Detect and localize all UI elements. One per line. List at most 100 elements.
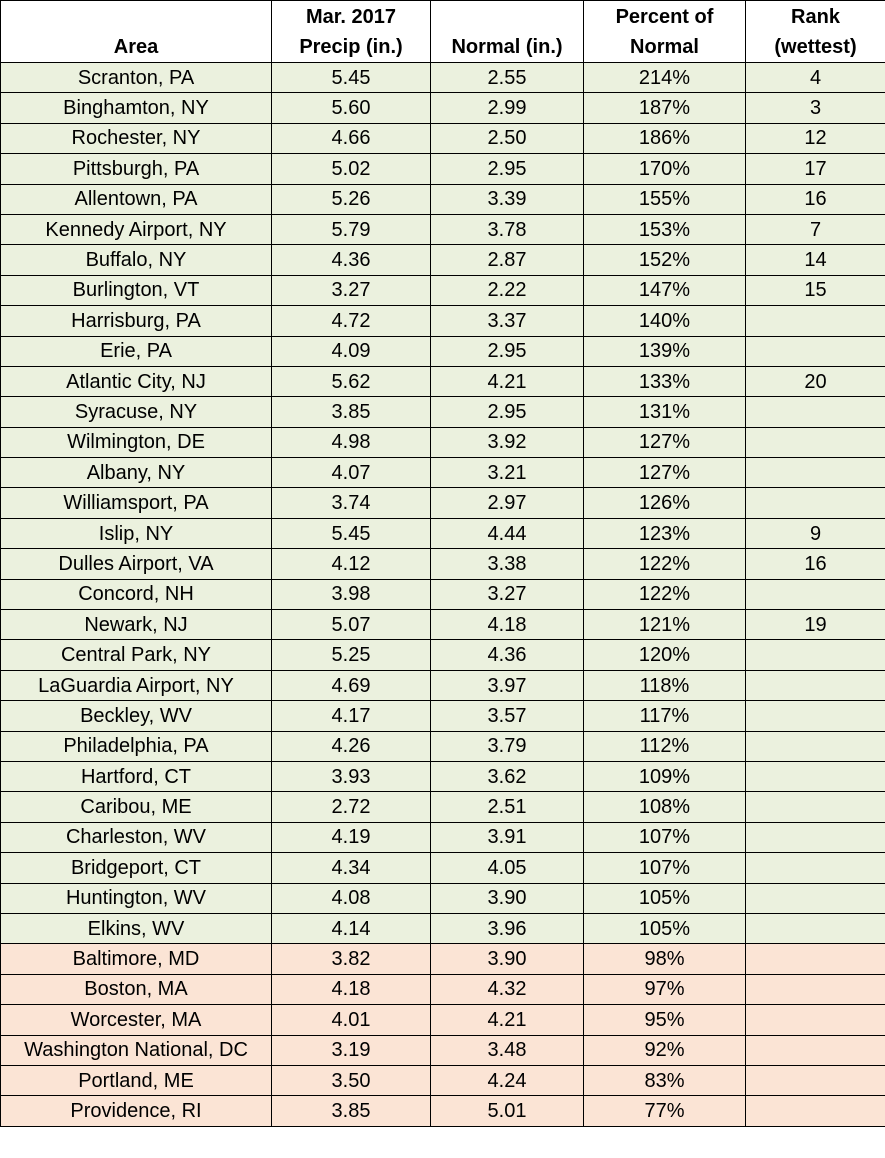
table-row: Albany, NY 4.07 3.21 127% [0, 457, 885, 489]
table-cell: 109% [583, 760, 746, 793]
table-cell [745, 1095, 885, 1127]
table-cell: 3.37 [430, 305, 584, 337]
table-cell: 152% [583, 244, 746, 276]
table-cell: 95% [583, 1004, 746, 1036]
table-row: Concord, NH 3.98 3.27 122% [0, 578, 885, 611]
table-cell: 2.51 [430, 791, 584, 823]
table-row: Wilmington, DE 4.98 3.92 127% [0, 426, 885, 459]
table-cell: 5.01 [430, 1095, 584, 1127]
column-header: Area [0, 0, 272, 63]
precip-table: Area Mar. 2017 Precip (in.) Normal (in.) Per… [0, 0, 885, 1127]
table-cell: Wilmington, DE [0, 426, 272, 459]
header-line: Precip (in.) [299, 36, 403, 58]
table-cell: 4.32 [430, 973, 584, 1006]
table-cell: 117% [583, 700, 746, 732]
table-cell: 3.27 [271, 274, 431, 307]
table-row: Worcester, MA 4.01 4.21 95% [0, 1004, 885, 1036]
table-cell: 139% [583, 335, 746, 367]
table-cell: Boston, MA [0, 973, 272, 1006]
table-cell: 3.92 [430, 426, 584, 459]
header-row: Area Mar. 2017 Precip (in.) Normal (in.) Per… [0, 0, 885, 63]
table-row: Kennedy Airport, NY 5.79 3.78 153% 7 [0, 213, 885, 246]
table-cell: 77% [583, 1095, 746, 1127]
table-cell: 107% [583, 852, 746, 884]
table-row: Williamsport, PA 3.74 2.97 126% [0, 487, 885, 519]
table-cell: 4.21 [430, 1004, 584, 1036]
table-cell: 3.38 [430, 548, 584, 580]
table-cell [745, 973, 885, 1006]
table-cell: 3.21 [430, 457, 584, 489]
table-cell: Allentown, PA [0, 183, 272, 215]
table-cell: Scranton, PA [0, 61, 272, 94]
table-cell: 107% [583, 821, 746, 854]
table-cell: 4.19 [271, 821, 431, 854]
table-row: Central Park, NY 5.25 4.36 120% [0, 639, 885, 671]
table-cell: 97% [583, 973, 746, 1006]
table-cell: 120% [583, 639, 746, 671]
table-row: Elkins, WV 4.14 3.96 105% [0, 912, 885, 945]
table-cell: 2.72 [271, 791, 431, 823]
table-cell: 170% [583, 153, 746, 185]
table-cell: 4.01 [271, 1004, 431, 1036]
table-cell: Pittsburgh, PA [0, 153, 272, 185]
table-cell: 3.79 [430, 730, 584, 762]
table-cell: 186% [583, 122, 746, 155]
table-row: Islip, NY 5.45 4.44 123% 9 [0, 517, 885, 550]
table-row: Burlington, VT 3.27 2.22 147% 15 [0, 274, 885, 307]
table-cell: 9 [745, 517, 885, 550]
table-cell [745, 457, 885, 489]
table-cell: 2.22 [430, 274, 584, 307]
table-cell: 2.95 [430, 335, 584, 367]
table-cell: Burlington, VT [0, 274, 272, 307]
column-header: Rank (wettest) [745, 0, 885, 63]
table-cell: Hartford, CT [0, 760, 272, 793]
table-cell: 4.18 [430, 609, 584, 641]
table-cell: Kennedy Airport, NY [0, 213, 272, 246]
table-cell: 155% [583, 183, 746, 215]
table-cell: 105% [583, 882, 746, 914]
table-cell: 92% [583, 1034, 746, 1066]
table-cell: 3.90 [430, 882, 584, 914]
table-cell: 4 [745, 61, 885, 94]
table-row: Boston, MA 4.18 4.32 97% [0, 973, 885, 1006]
table-cell: 3.91 [430, 821, 584, 854]
table-row: Caribou, ME 2.72 2.51 108% [0, 791, 885, 823]
table-body: Scranton, PA 5.45 2.55 214% 4 Binghamton, NY 5… [0, 61, 885, 1127]
table-cell: 4.66 [271, 122, 431, 155]
table-cell: 83% [583, 1064, 746, 1097]
table-cell: 122% [583, 578, 746, 611]
table-row: LaGuardia Airport, NY 4.69 3.97 118% [0, 669, 885, 702]
table-cell: 3.93 [271, 760, 431, 793]
table-cell [745, 335, 885, 367]
table-cell: 3.62 [430, 760, 584, 793]
table-cell: 5.60 [271, 92, 431, 124]
table-cell: 4.05 [430, 852, 584, 884]
table-cell: 4.98 [271, 426, 431, 459]
table-cell: 4.44 [430, 517, 584, 550]
table-cell: 4.18 [271, 973, 431, 1006]
table-cell: 4.36 [271, 244, 431, 276]
table-row: Philadelphia, PA 4.26 3.79 112% [0, 730, 885, 762]
table-cell: 3.74 [271, 487, 431, 519]
table-row: Syracuse, NY 3.85 2.95 131% [0, 396, 885, 428]
table-cell: 2.95 [430, 153, 584, 185]
table-cell: 214% [583, 61, 746, 94]
table-cell: 105% [583, 912, 746, 945]
table-cell: Baltimore, MD [0, 943, 272, 975]
table-cell: 112% [583, 730, 746, 762]
table-cell [745, 1034, 885, 1066]
table-row: Scranton, PA 5.45 2.55 214% 4 [0, 61, 885, 94]
table-cell: 4.17 [271, 700, 431, 732]
table-row: Dulles Airport, VA 4.12 3.38 122% 16 [0, 548, 885, 580]
table-cell: 4.12 [271, 548, 431, 580]
table-row: Binghamton, NY 5.60 2.99 187% 3 [0, 92, 885, 124]
table-cell: 4.07 [271, 457, 431, 489]
table-cell: 3.78 [430, 213, 584, 246]
table-cell: 4.34 [271, 852, 431, 884]
table-cell: 3.85 [271, 396, 431, 428]
table-cell: Bridgeport, CT [0, 852, 272, 884]
table-cell: 3.39 [430, 183, 584, 215]
table-cell: 4.08 [271, 882, 431, 914]
table-cell: Binghamton, NY [0, 92, 272, 124]
table-cell: 2.97 [430, 487, 584, 519]
